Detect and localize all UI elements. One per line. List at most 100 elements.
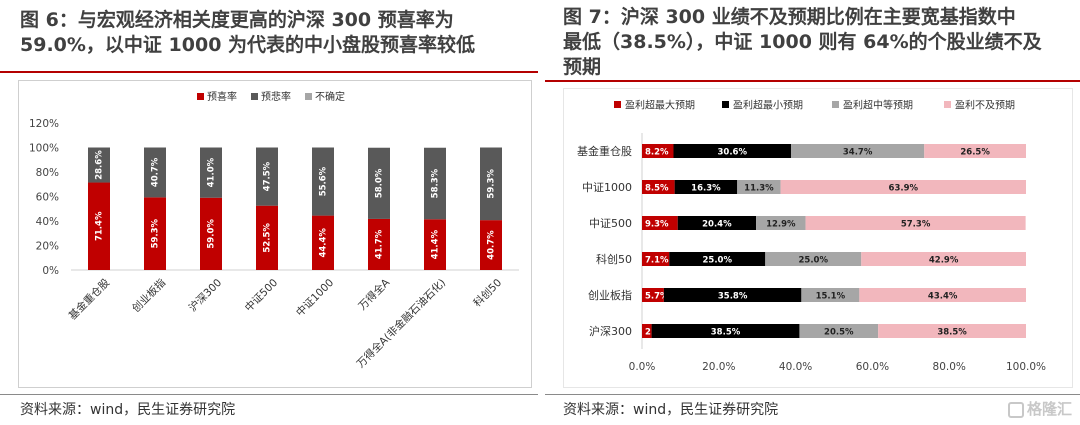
bar-segment-2 (765, 252, 862, 266)
category-label: 创业板指 (129, 276, 168, 315)
left-title-line-1: 图 6：与宏观经济相关度更高的沪深 300 预喜率为 (20, 9, 454, 31)
legend-label-2: 盈利超中等预期 (843, 99, 913, 112)
y-tick-label: 80% (36, 167, 59, 179)
bar-segment-3 (780, 180, 1026, 194)
legend-swatch-2 (832, 101, 839, 108)
bar-value-label: 12.9% (766, 220, 796, 230)
x-tick-label: 20.0% (702, 361, 735, 373)
bar-value-label: 55.6% (319, 166, 329, 196)
right-source-rule (545, 394, 1080, 395)
bar-segment-1 (424, 147, 446, 220)
legend-label-0: 预喜率 (207, 90, 237, 103)
category-label: 沪深300 (186, 276, 224, 314)
legend-label-3: 盈利不及预期 (955, 100, 1015, 112)
bar-value-label: 42.9% (929, 256, 959, 266)
bar-value-label: 25.0% (799, 256, 829, 266)
watermark-text: 格隆汇 (1026, 400, 1072, 418)
left-chart-frame: 预喜率 预悲率 不确定 0% 20% 40% 60% 80% 100% 120% 71.4% 28.6… (18, 80, 532, 388)
bar-value-label: 9.3% (645, 220, 669, 230)
bar-segment-1 (663, 288, 802, 302)
bar-value-label: 58.3% (431, 168, 441, 198)
legend-label-0: 盈利超最大预期 (625, 99, 695, 112)
bar-segment-2 (790, 144, 925, 158)
legend-label-1: 盈利超最小预期 (733, 99, 803, 112)
bar-segment-1 (88, 147, 110, 183)
y-tick-label: 0% (42, 265, 59, 277)
bar-value-label: 44.4% (319, 228, 329, 258)
left-source-note: 资料来源：wind，民生证券研究院 (20, 402, 236, 418)
bar-value-label: 5.7% (645, 292, 669, 302)
bar-value-label: 26.5% (960, 148, 990, 158)
bar-segment-1 (673, 144, 791, 158)
bar-value-label: 41.0% (207, 157, 217, 187)
bar-segment-0 (642, 252, 670, 266)
category-label: 科创50 (471, 276, 504, 309)
bar-segment-2 (801, 288, 860, 302)
bar-value-label: 20.5% (824, 328, 854, 338)
bar-value-label: 15.1% (816, 292, 846, 302)
bar-value-label: 30.6% (717, 148, 747, 158)
y-tick-label: 100% (29, 143, 59, 155)
bar-value-label: 40.7% (151, 157, 161, 187)
category-label: 中证500 (589, 217, 632, 230)
bar-value-label: 57.3% (901, 220, 931, 230)
bar-segment-0 (642, 324, 652, 338)
x-tick-label: 40.0% (779, 361, 812, 373)
left-source-rule (0, 394, 538, 395)
category-label: 万得全A(非金融石油石化) (354, 276, 448, 370)
legend-swatch-3 (944, 101, 951, 108)
panel-divider (541, 0, 542, 425)
bar-segment-0 (368, 218, 390, 270)
bar-value-label: 47.5% (263, 161, 273, 191)
bar-value-label: 35.8% (718, 292, 748, 302)
bar-segment-0 (88, 182, 110, 270)
bar-value-label: 38.5% (937, 328, 967, 338)
y-tick-label: 20% (36, 241, 59, 253)
bar-value-label: 63.9% (889, 184, 919, 194)
bar-segment-0 (642, 216, 678, 230)
bar-segment-3 (878, 324, 1026, 338)
bar-segment-1 (651, 324, 800, 338)
bar-value-label: 7.1% (645, 256, 669, 266)
bar-segment-0 (256, 205, 278, 270)
bar-value-label: 11.3% (744, 184, 774, 194)
bar-segment-1 (480, 147, 502, 221)
bar-value-label: 59.3% (487, 169, 497, 199)
bar-value-label: 40.7% (487, 230, 497, 260)
legend-swatch-1 (722, 101, 729, 108)
bar-value-label: 41.4% (431, 229, 441, 259)
bar-value-label: 52.5% (263, 223, 273, 253)
bar-segment-2 (799, 324, 879, 338)
y-tick-label: 120% (29, 118, 59, 130)
y-tick-label: 40% (36, 216, 59, 228)
bar-segment-0 (144, 197, 166, 270)
bar-value-label: 8.5% (645, 184, 669, 194)
bar-value-label: 8.2% (645, 148, 669, 158)
bar-value-label: 41.7% (375, 229, 385, 259)
bar-value-label: 25.0% (703, 256, 733, 266)
category-label: 中证1000 (293, 276, 336, 319)
bar-segment-1 (368, 147, 390, 219)
bar-value-label: 38.5% (711, 328, 741, 338)
legend-label-1: 预悲率 (261, 90, 291, 103)
category-label: 中证1000 (582, 181, 632, 194)
bar-segment-2 (737, 180, 781, 194)
bar-segment-1 (674, 180, 738, 194)
bar-segment-2 (368, 147, 390, 148)
legend-swatch-1 (251, 93, 258, 100)
y-tick-label: 60% (36, 192, 59, 204)
category-label: 创业板指 (588, 288, 632, 302)
bar-segment-0 (480, 220, 502, 270)
right-chart-frame: 盈利超最大预期 盈利超最小预期 盈利超中等预期 盈利不及预期 0.0% 20.0% 40.0… (563, 88, 1073, 388)
right-horizontal-stacked-bar-chart: 盈利超最大预期 盈利超最小预期 盈利超中等预期 盈利不及预期 0.0% 20.0% 40.0… (577, 99, 1046, 374)
bar-value-label: 28.6% (95, 150, 105, 180)
bar-segment-0 (642, 180, 675, 194)
legend-swatch-0 (614, 101, 621, 108)
right-title-line-3: 预期 (563, 56, 602, 78)
left-stacked-bar-chart: 预喜率 预悲率 不确定 0% 20% 40% 60% 80% 100% 120% 71.4% 28.6… (29, 90, 519, 370)
bar-value-label: 58.0% (375, 168, 385, 198)
bar-segment-1 (312, 147, 334, 216)
x-tick-label: 0.0% (629, 361, 656, 373)
left-title-rule (0, 71, 538, 73)
bar-segment-0 (200, 197, 222, 270)
